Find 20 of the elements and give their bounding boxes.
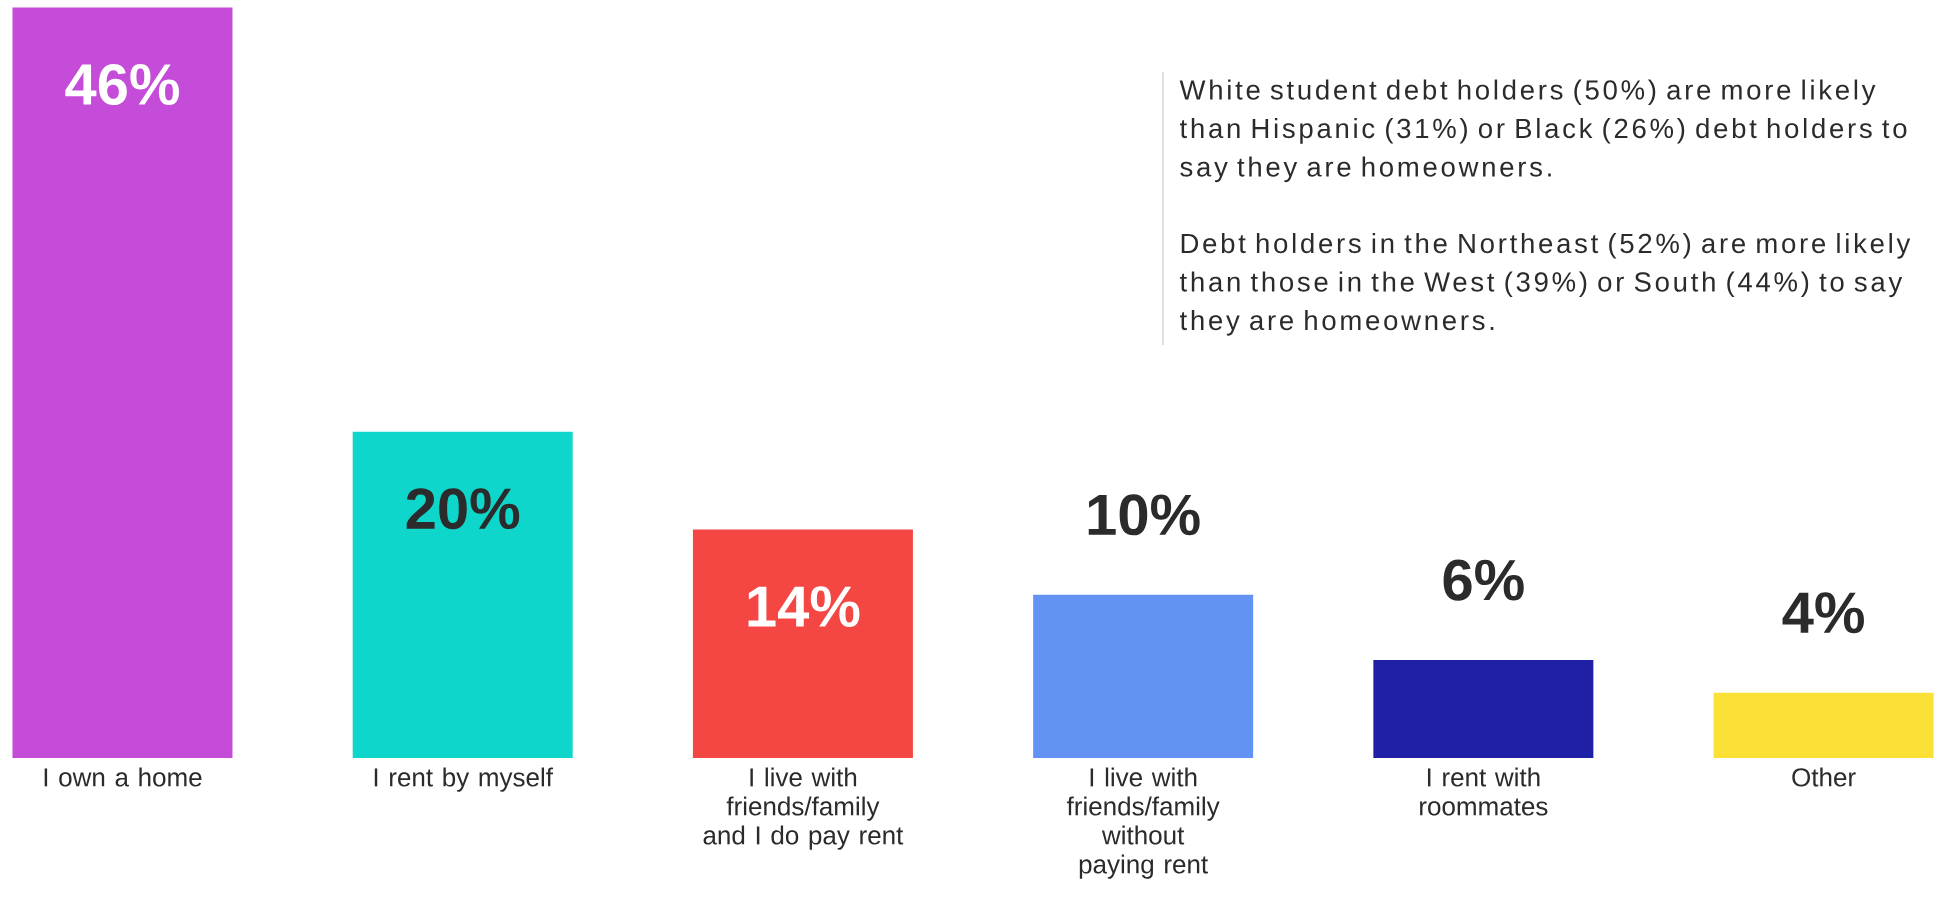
- annotation: White student debt holders (50%) are more likely than Hispanic (31%) or Black (26%) debt holders to say they are homeowners.: [1179, 79, 1907, 183]
- data-label: 4%: [1782, 592, 1864, 634]
- data-label: 6%: [1443, 559, 1524, 601]
- bar: [1373, 660, 1594, 758]
- data-label: 46%: [65, 63, 179, 106]
- annotation: Debt holders in the Northeast (52%) are more likely than those in the West (39%) or South (44%) to say they are homeowners.: [1179, 233, 1911, 336]
- bar: [1713, 692, 1934, 758]
- data-label: 10%: [1088, 494, 1200, 536]
- x-tick-label: I own a home: [44, 767, 202, 787]
- bar: [692, 529, 913, 758]
- data-label: 14%: [748, 586, 860, 627]
- bar: [1033, 594, 1254, 758]
- x-tick-label: I live with friends/family and I do pay rent: [703, 767, 904, 850]
- data-label: 20%: [406, 488, 520, 530]
- bar: [12, 7, 233, 758]
- x-tick-label: I rent by myself: [374, 767, 554, 792]
- x-tick-label: I live with friends/family without paying rent: [1066, 767, 1220, 879]
- bar: [352, 431, 573, 758]
- x-tick-label: Other: [1792, 767, 1856, 787]
- x-tick-label: I rent with roommates: [1420, 767, 1548, 816]
